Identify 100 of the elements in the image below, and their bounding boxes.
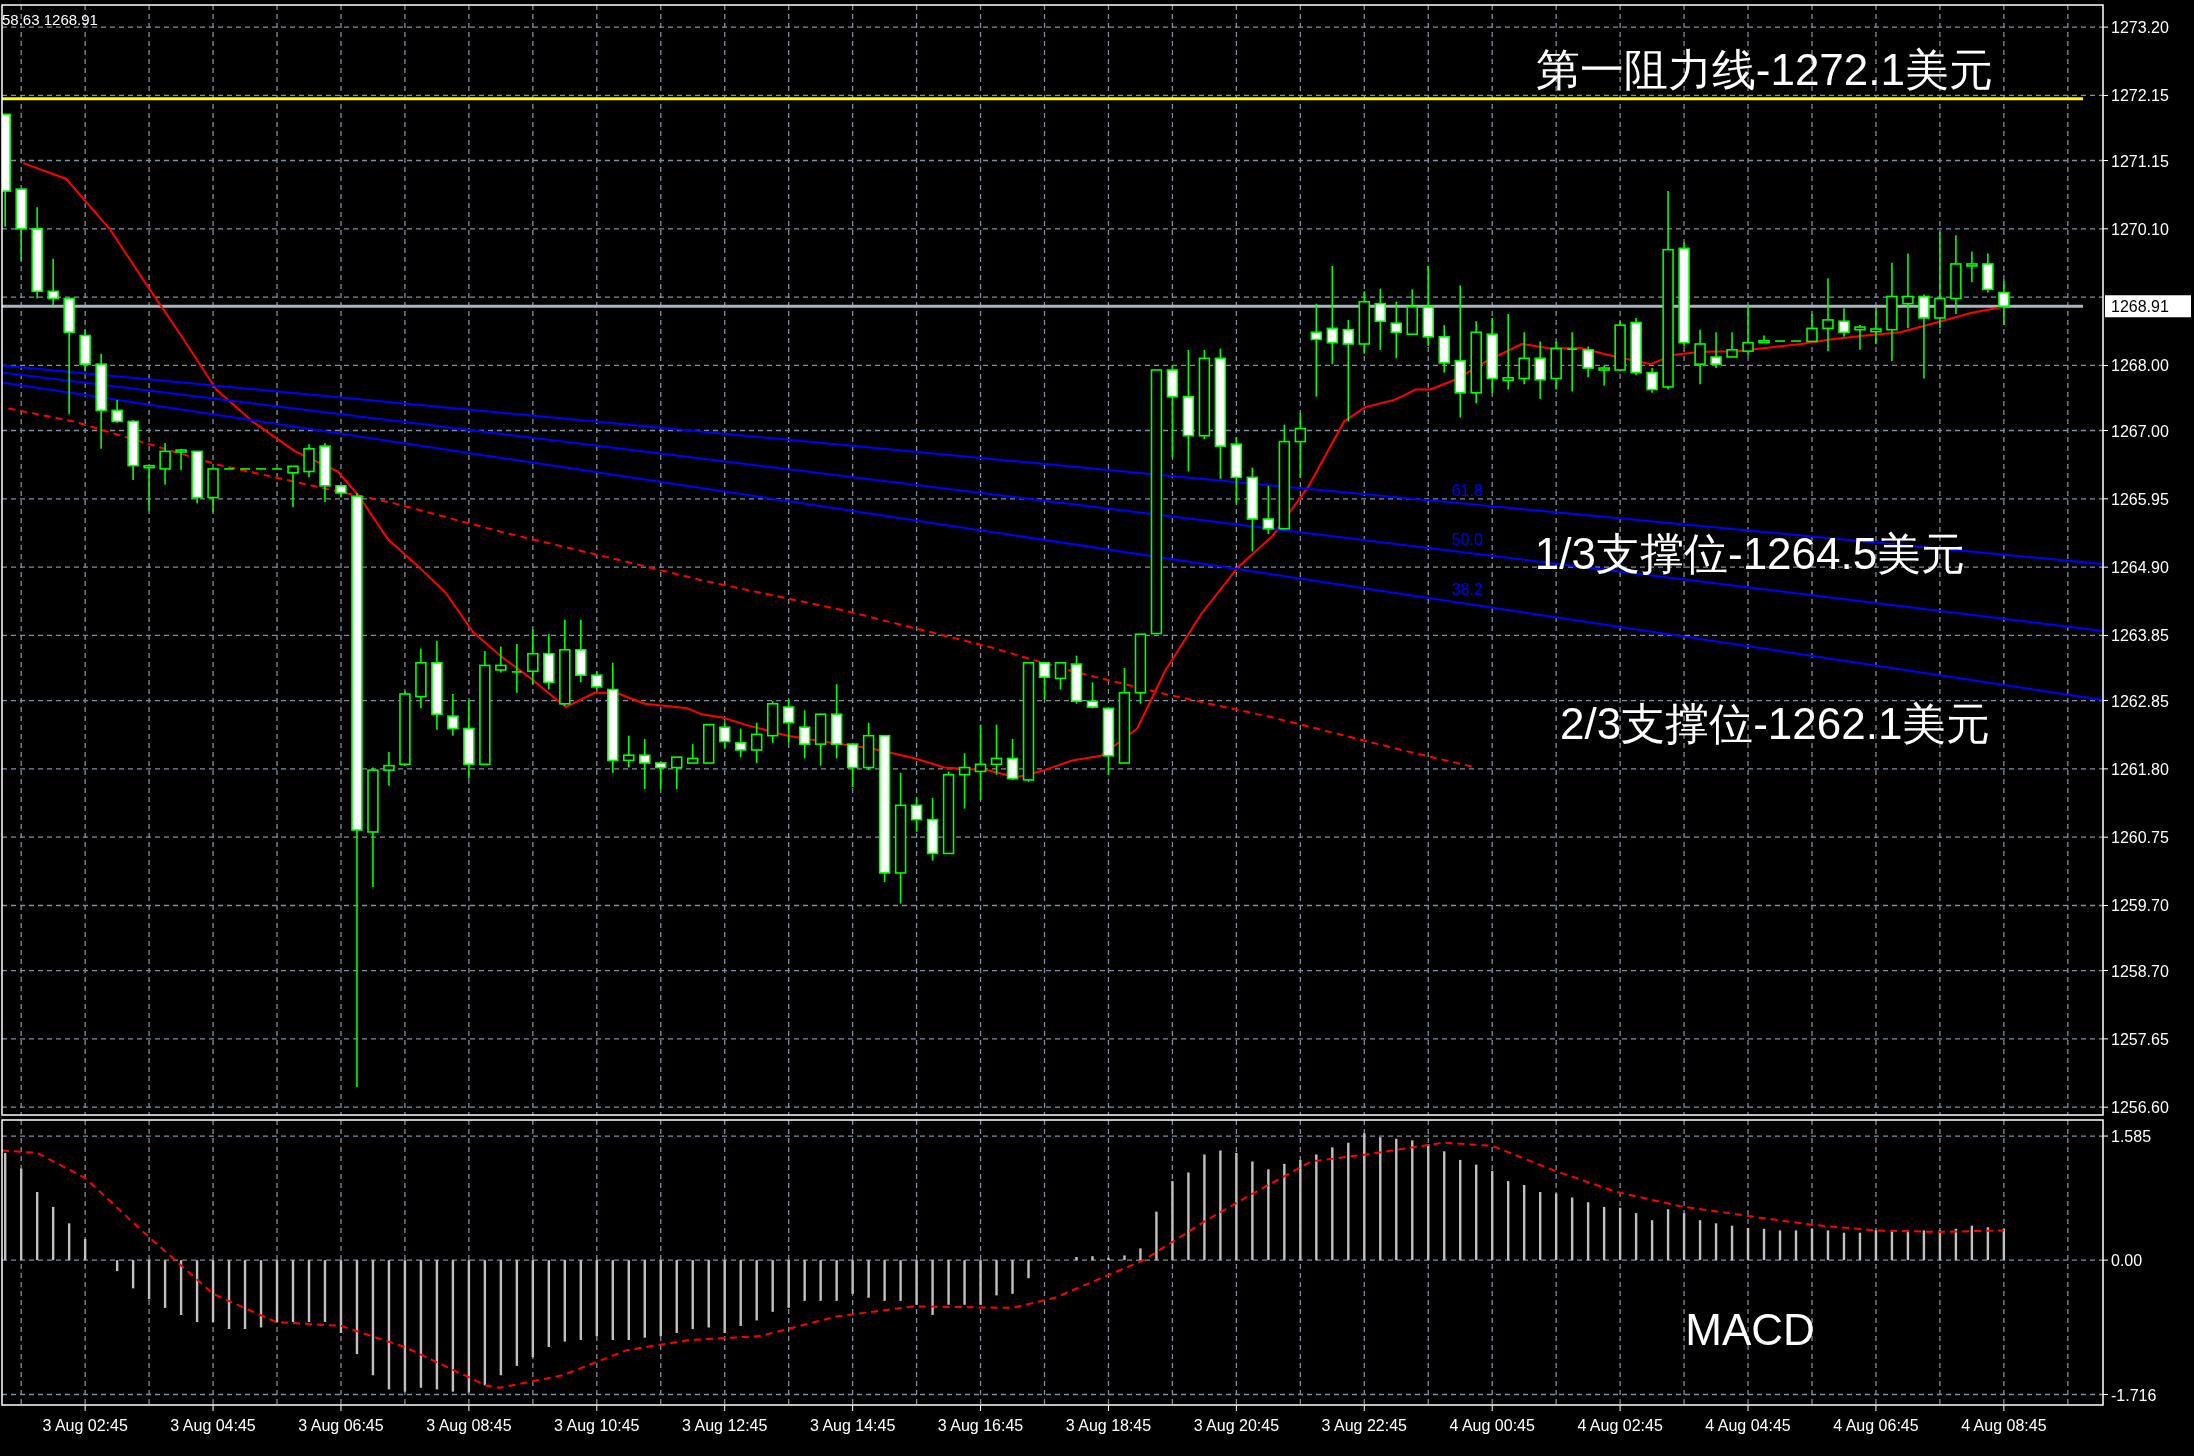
x-tick-label: 4 Aug 04:45	[1705, 1417, 1791, 1434]
candlestick	[511, 643, 523, 694]
candlestick	[1854, 324, 1866, 351]
y-tick-label: 1270.10	[2111, 220, 2169, 238]
bar	[1347, 1142, 1350, 1261]
candlestick	[447, 693, 459, 737]
bar	[1075, 1257, 1078, 1261]
candlestick	[159, 442, 171, 486]
candlestick	[782, 699, 795, 744]
candlestick	[686, 743, 699, 764]
bar	[1187, 1172, 1190, 1261]
y-tick-label: -1.716	[2111, 1386, 2157, 1404]
y-tick-label: 1257.65	[2111, 1030, 2169, 1048]
bar	[1171, 1181, 1174, 1261]
x-tick-label: 3 Aug 18:45	[1065, 1417, 1152, 1434]
candlestick	[1598, 364, 1610, 387]
candlestick	[1838, 307, 1850, 338]
candlestick	[495, 645, 507, 674]
bar	[787, 1260, 790, 1308]
bar	[1283, 1163, 1286, 1261]
y-tick-label: 1261.80	[2111, 760, 2169, 778]
x-tick-label: 4 Aug 06:45	[1833, 1417, 1919, 1434]
candlestick	[1086, 681, 1099, 710]
candlestick	[1006, 738, 1019, 781]
bar	[755, 1260, 758, 1321]
x-tick-label: 3 Aug 14:45	[809, 1417, 896, 1434]
y-tick-label: 1271.15	[2111, 152, 2169, 170]
ref-line-label: 1268.91	[2111, 298, 2169, 316]
x-tick-label: 3 Aug 10:45	[554, 1417, 640, 1434]
candlestick	[143, 464, 155, 512]
bar	[1299, 1159, 1302, 1261]
x-tick-label: 3 Aug 22:45	[1321, 1417, 1408, 1434]
candlestick	[655, 762, 667, 790]
candlestick	[1966, 250, 1978, 283]
candlestick	[1806, 313, 1818, 343]
candlestick	[1326, 265, 1339, 365]
candlestick	[1038, 662, 1051, 701]
candlestick	[1534, 340, 1546, 400]
candlestick	[990, 723, 1003, 776]
bar	[1091, 1256, 1094, 1261]
series-label: 38.2	[1451, 581, 1483, 599]
candlestick	[1294, 412, 1307, 479]
bar	[1235, 1152, 1238, 1261]
bar	[931, 1260, 934, 1315]
bar	[883, 1260, 886, 1301]
bar	[1331, 1147, 1334, 1261]
x-tick-label: 3 Aug 12:45	[682, 1417, 768, 1434]
candlestick	[734, 727, 747, 758]
ref-line-label: 第一阻力线-1272.1美元	[1535, 44, 1993, 94]
bar	[995, 1260, 998, 1296]
bar	[915, 1260, 918, 1305]
bar	[1315, 1154, 1318, 1261]
x-tick-label: 4 Aug 00:45	[1449, 1417, 1536, 1434]
y-tick-label: 1.585	[2111, 1128, 2152, 1146]
bar	[1155, 1211, 1158, 1261]
x-tick-label: 3 Aug 04:45	[170, 1417, 256, 1434]
candlestick	[1518, 331, 1530, 386]
candlestick	[47, 257, 59, 307]
candlestick	[1310, 302, 1323, 398]
bar	[1107, 1257, 1110, 1261]
candlestick	[958, 752, 971, 810]
x-tick-label: 3 Aug 06:45	[298, 1417, 384, 1434]
candlestick	[591, 670, 603, 691]
y-tick-label: 0.00	[2111, 1252, 2143, 1270]
x-tick-label: 3 Aug 02:45	[42, 1417, 128, 1434]
candlestick	[303, 443, 315, 479]
y-tick-label: 1264.90	[2111, 559, 2169, 577]
candlestick	[1694, 328, 1706, 386]
y-tick-label: 1273.20	[2111, 19, 2169, 37]
candlestick	[718, 720, 731, 750]
y-tick-label: 1260.75	[2111, 829, 2169, 847]
y-tick-label: 1256.60	[2111, 1099, 2169, 1117]
candlestick	[846, 743, 859, 788]
bar	[1203, 1154, 1206, 1261]
y-tick-label: 1262.85	[2111, 692, 2169, 710]
candlestick	[1742, 304, 1754, 357]
y-tick-label: 1267.00	[2111, 422, 2169, 440]
x-tick-label: 4 Aug 02:45	[1577, 1417, 1663, 1434]
candlestick	[1342, 319, 1355, 423]
bar	[1011, 1260, 1014, 1294]
candlestick	[1502, 313, 1514, 391]
bar	[1123, 1255, 1126, 1261]
candlestick	[1934, 231, 1946, 330]
candlestick	[623, 734, 635, 769]
annotation: MACD	[1685, 1304, 1815, 1354]
x-tick-label: 3 Aug 20:45	[1193, 1417, 1280, 1434]
candlestick	[1566, 331, 1578, 393]
candlestick	[1054, 662, 1067, 691]
candlestick	[1918, 293, 1930, 380]
bar	[835, 1260, 838, 1301]
candlestick	[1390, 300, 1403, 360]
candlestick	[383, 751, 395, 787]
series-label: 50.0	[1451, 530, 1483, 548]
bar	[1251, 1161, 1254, 1261]
bar	[1139, 1248, 1142, 1261]
candlestick	[974, 723, 987, 801]
annotation: 2/3支撑位-1262.1美元	[1560, 699, 1991, 749]
candlestick	[750, 721, 763, 764]
candlestick	[798, 709, 811, 760]
bar	[803, 1260, 806, 1301]
